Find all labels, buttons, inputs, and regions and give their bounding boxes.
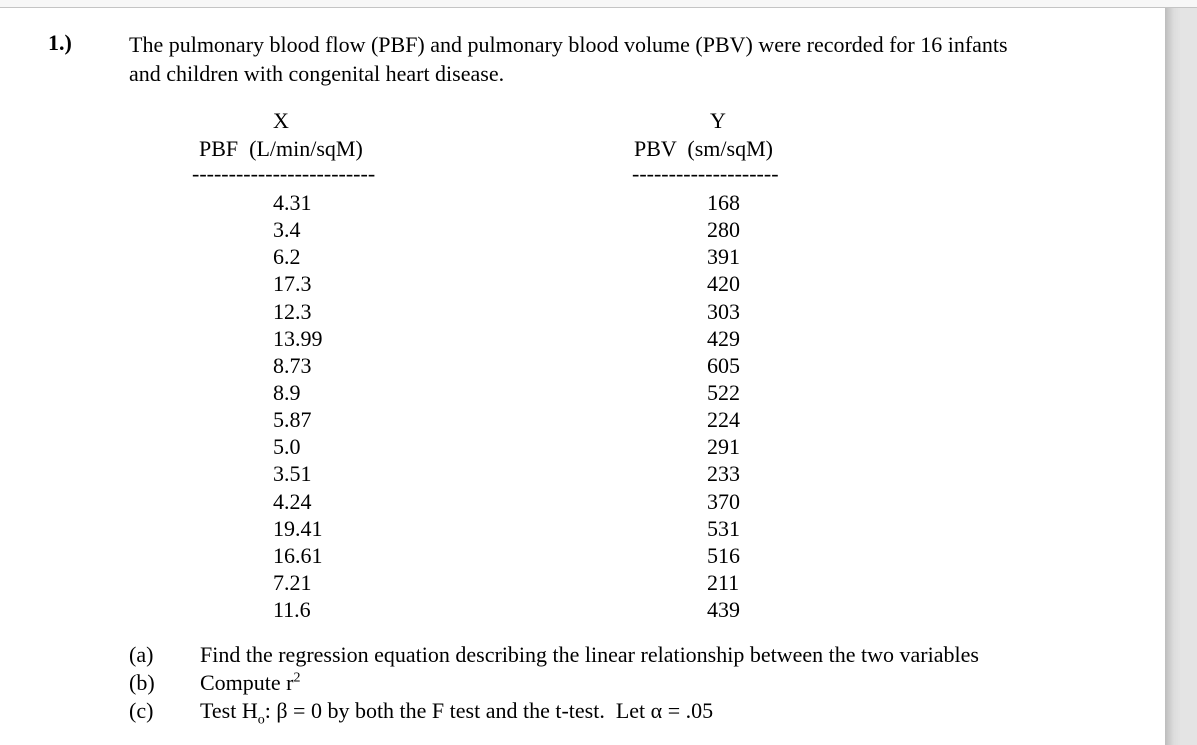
y-value-cell: 224 bbox=[707, 407, 740, 433]
y-column-header: PBV (sm/sqM) bbox=[634, 136, 773, 161]
y-values-column: 168 280 391 420 303 429 605 522 224 291 233 370 531 5… bbox=[707, 189, 740, 623]
y-value-cell: 233 bbox=[707, 461, 740, 487]
question-a-text: Find the regression equation describing … bbox=[200, 642, 979, 667]
y-column-rule: -------------------- bbox=[632, 161, 779, 186]
y-value-cell: 531 bbox=[707, 515, 740, 541]
y-value-cell: 303 bbox=[707, 298, 740, 324]
y-value-cell: 168 bbox=[707, 190, 740, 215]
x-value-cell: 5.0 bbox=[273, 434, 301, 460]
x-value-cell: 11.6 bbox=[273, 597, 311, 623]
y-column-symbol: Y bbox=[710, 108, 726, 133]
question-a-label: (a) bbox=[129, 642, 154, 667]
y-value-cell: 280 bbox=[707, 217, 740, 243]
y-value-cell: 522 bbox=[707, 379, 740, 405]
x-value-cell: 8.9 bbox=[273, 379, 301, 405]
y-value-cell: 605 bbox=[707, 352, 740, 378]
x-value-cell: 12.3 bbox=[273, 298, 312, 324]
x-value-cell: 3.4 bbox=[273, 217, 301, 243]
question-b-prefix: Compute r bbox=[200, 670, 294, 695]
question-c-text: Test Ho: β = 0 by both the F test and th… bbox=[200, 698, 714, 728]
question-c-label: (c) bbox=[129, 698, 154, 723]
y-value-cell: 211 bbox=[707, 569, 740, 595]
x-value-cell: 13.99 bbox=[273, 325, 323, 351]
y-value-cell: 516 bbox=[707, 542, 740, 568]
x-values-column: 4.31 3.4 6.2 17.3 12.3 13.99 8.73 8.9 5.87 5.0 3.5… bbox=[273, 189, 323, 623]
x-value-cell: 5.87 bbox=[273, 407, 312, 433]
x-column-header: PBF (L/min/sqM) bbox=[199, 136, 363, 161]
x-value-cell: 3.51 bbox=[273, 461, 312, 487]
x-value-cell: 19.41 bbox=[273, 515, 323, 541]
y-value-cell: 370 bbox=[707, 488, 740, 514]
page-right-margin bbox=[1165, 8, 1197, 745]
y-value-cell: 291 bbox=[707, 434, 740, 460]
x-value-cell: 6.2 bbox=[273, 244, 301, 270]
y-value-cell: 391 bbox=[707, 244, 740, 270]
x-value-cell: 16.61 bbox=[273, 542, 323, 568]
y-value-cell: 420 bbox=[707, 271, 740, 297]
y-value-cell: 439 bbox=[707, 597, 740, 623]
question-c-prefix: Test H bbox=[200, 698, 258, 723]
x-value-cell: 7.21 bbox=[273, 569, 312, 595]
x-value-cell: 4.31 bbox=[273, 190, 312, 215]
x-value-cell: 17.3 bbox=[273, 271, 312, 297]
question-number: 1.) bbox=[48, 30, 72, 55]
question-b-label: (b) bbox=[129, 670, 155, 695]
x-value-cell: 8.73 bbox=[273, 352, 312, 378]
question-b-superscript: 2 bbox=[293, 670, 301, 686]
question-c-subscript: o bbox=[257, 712, 265, 728]
question-b-text: Compute r2 bbox=[200, 670, 301, 696]
x-column-rule: ------------------------- bbox=[192, 161, 376, 186]
x-column-symbol: X bbox=[273, 108, 289, 133]
question-c-rest: : β = 0 by both the F test and the t-tes… bbox=[264, 698, 714, 723]
y-value-cell: 429 bbox=[707, 325, 740, 351]
window-top-bar bbox=[0, 0, 1197, 8]
problem-statement: The pulmonary blood flow (PBF) and pulmo… bbox=[129, 32, 1008, 86]
x-value-cell: 4.24 bbox=[273, 488, 312, 514]
